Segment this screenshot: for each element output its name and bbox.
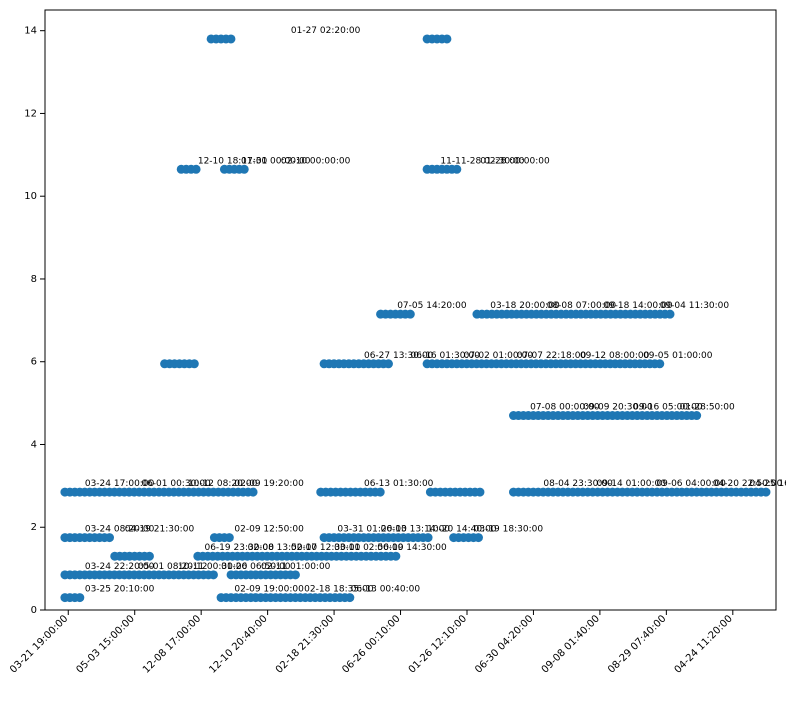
point-label: 02-11 01:00:00	[261, 562, 331, 572]
ytick-label: 2	[31, 522, 37, 533]
point-label: 09-12 08:00:00	[580, 351, 650, 361]
xtick-label: 06-30 04:20:00	[473, 613, 535, 675]
point-label: 04-19 21:30:00	[125, 525, 195, 535]
point-label: 04-25 16:00:00	[749, 479, 786, 489]
xtick-label: 06-26 00:10:00	[340, 613, 402, 675]
scatter-chart: 0246810121403-21 19:00:0005-03 15:00:001…	[0, 0, 786, 717]
point-label: 02-10 00:00:00	[281, 156, 351, 166]
point-label: 06-13 00:40:00	[351, 585, 421, 595]
ytick-label: 12	[24, 108, 37, 119]
point-label: 02-09 19:00:00	[234, 585, 304, 595]
xtick-label: 03-21 19:00:00	[8, 613, 70, 675]
data-point	[190, 359, 199, 368]
point-label: 03-19 18:30:00	[474, 525, 544, 535]
point-label: 03-25 20:10:00	[85, 585, 155, 595]
point-label: 07-07 22:18:00	[517, 351, 587, 361]
point-label: 01-27 02:20:00	[291, 26, 361, 36]
data-point	[145, 552, 154, 561]
ytick-label: 0	[31, 605, 37, 616]
data-point	[442, 34, 451, 43]
data-point	[225, 533, 234, 542]
xtick-label: 01-26 12:10:00	[407, 613, 469, 675]
xtick-label: 12-10 20:40:00	[207, 613, 269, 675]
xtick-label: 04-24 11:20:00	[673, 613, 735, 675]
ytick-label: 14	[24, 26, 37, 37]
point-label: 09-05 01:00:00	[643, 351, 713, 361]
point-label: 06-13 01:30:00	[364, 479, 434, 489]
xtick-label: 09-08 01:40:00	[540, 613, 602, 675]
xtick-label: 05-03 15:00:00	[74, 613, 136, 675]
data-point	[75, 593, 84, 602]
point-label: 09-04 11:30:00	[660, 301, 730, 311]
point-label: 01-28:50:00	[680, 403, 735, 413]
point-label: 06-19 14:30:00	[377, 543, 447, 553]
point-label: 01-28 00:00:00	[480, 156, 550, 166]
xtick-label: 02-18 21:30:00	[274, 613, 336, 675]
point-label: 07-05 14:20:00	[397, 301, 467, 311]
xtick-label: 08-29 07:40:00	[606, 613, 668, 675]
point-label: 02-09 12:50:00	[234, 525, 304, 535]
ytick-label: 8	[31, 274, 37, 285]
data-point	[475, 488, 484, 497]
data-point	[226, 34, 235, 43]
ytick-label: 6	[31, 357, 37, 368]
ytick-label: 10	[24, 191, 37, 202]
point-label: 02-09 19:20:00	[234, 479, 304, 489]
xtick-label: 12-08 17:00:00	[141, 613, 203, 675]
ytick-label: 4	[31, 439, 37, 450]
